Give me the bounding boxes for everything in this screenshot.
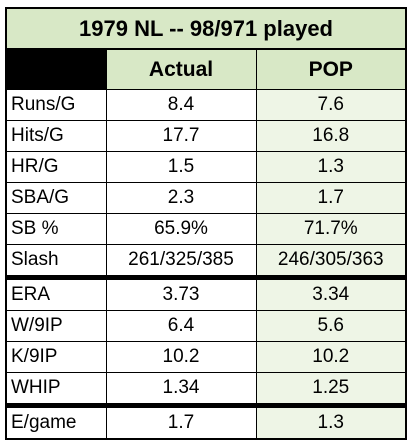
table-row: SB % 65.9% 71.7% (5, 213, 408, 245)
actual-value: 1.5 (105, 151, 257, 183)
table-row: HR/G 1.5 1.3 (5, 151, 408, 183)
header-row: Actual POP (5, 48, 408, 90)
actual-value: 17.7 (105, 120, 257, 152)
row-label: HR/G (5, 151, 107, 183)
row-label: ERA (5, 277, 107, 311)
pop-value: 71.7% (255, 213, 408, 245)
title-row: 1979 NL -- 98/971 played (4, 7, 408, 50)
table-row: W/9IP 6.4 5.6 (5, 310, 408, 342)
pop-value: 10.2 (255, 341, 408, 373)
row-label: E/game (5, 405, 107, 440)
actual-value: 1.7 (105, 405, 257, 440)
row-label: K/9IP (5, 341, 107, 373)
header-actual: Actual (105, 48, 257, 90)
stats-table: 1979 NL -- 98/971 played Actual POP Runs… (4, 7, 408, 440)
actual-value: 3.73 (105, 277, 257, 311)
row-label: Slash (5, 244, 107, 280)
table-row: Hits/G 17.7 16.8 (5, 120, 408, 152)
pop-value: 16.8 (255, 120, 408, 152)
row-label: WHIP (5, 372, 107, 408)
table-row: WHIP 1.34 1.25 (5, 372, 408, 408)
pop-value: 5.6 (255, 310, 408, 342)
row-label: SB % (5, 213, 107, 245)
table-row: ERA 3.73 3.34 (5, 277, 408, 311)
actual-value: 8.4 (105, 89, 257, 121)
header-pop: POP (255, 48, 408, 90)
actual-value: 2.3 (105, 182, 257, 214)
table-row: K/9IP 10.2 10.2 (5, 341, 408, 373)
pop-value: 246/305/363 (255, 244, 408, 280)
actual-value: 65.9% (105, 213, 257, 245)
table-row: E/game 1.7 1.3 (5, 405, 408, 440)
pop-value: 1.25 (255, 372, 408, 408)
actual-value: 261/325/385 (105, 244, 257, 280)
row-label: W/9IP (5, 310, 107, 342)
pop-value: 1.3 (255, 151, 408, 183)
row-label: Hits/G (5, 120, 107, 152)
actual-value: 10.2 (105, 341, 257, 373)
actual-value: 6.4 (105, 310, 257, 342)
header-blank-cell (5, 48, 107, 90)
table-title: 1979 NL -- 98/971 played (4, 7, 408, 50)
table-row: SBA/G 2.3 1.7 (5, 182, 408, 214)
table-row: Runs/G 8.4 7.6 (5, 89, 408, 121)
stats-table-container: 1979 NL -- 98/971 played Actual POP Runs… (4, 7, 408, 440)
pop-value: 3.34 (255, 277, 408, 311)
pop-value: 1.7 (255, 182, 408, 214)
row-label: Runs/G (5, 89, 107, 121)
actual-value: 1.34 (105, 372, 257, 408)
row-label: SBA/G (5, 182, 107, 214)
pop-value: 7.6 (255, 89, 408, 121)
table-row: Slash 261/325/385 246/305/363 (5, 244, 408, 280)
pop-value: 1.3 (255, 405, 408, 440)
